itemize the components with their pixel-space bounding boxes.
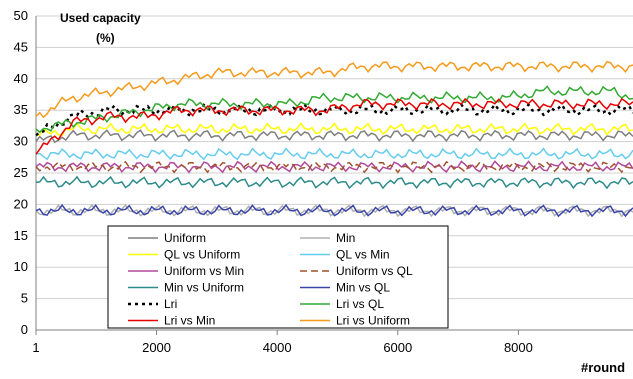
legend-label: Min: [336, 231, 355, 245]
x-tick-label: 4000: [263, 340, 292, 355]
legend-label: Lri vs QL: [336, 297, 384, 311]
x-tick-label: 8000: [504, 340, 533, 355]
series-line: [35, 122, 633, 137]
series-line: [35, 102, 633, 137]
series-line: [35, 129, 633, 144]
y-tick-labels: 0 5 10 15 20 25 30 35 40 45 50: [14, 8, 28, 337]
legend-label: Uniform: [164, 231, 206, 245]
y-tick-label: 30: [14, 134, 28, 149]
legend-label: Lri: [164, 297, 177, 311]
legend-box: [107, 225, 449, 329]
legend-label: Uniform vs QL: [336, 264, 413, 278]
series-line: [35, 97, 633, 155]
y-tick-label: 0: [21, 322, 28, 337]
legend-label: Min vs QL: [336, 281, 390, 295]
series-line: [35, 160, 633, 174]
x-tick-label: 2000: [142, 340, 171, 355]
series-line: [35, 85, 633, 134]
y-tick-label: 35: [14, 102, 28, 117]
legend-label: QL vs Min: [336, 248, 390, 262]
x-tick-label: 6000: [383, 340, 412, 355]
legend-label: QL vs Uniform: [164, 248, 240, 262]
y-tick-label: 45: [14, 39, 28, 54]
series-line: [35, 203, 633, 218]
y-tick-label: 25: [14, 165, 28, 180]
y-tick-label: 10: [14, 259, 28, 274]
y-tick-label: 15: [14, 228, 28, 243]
x-tick-labels: 1 2000 4000 6000 8000: [32, 340, 532, 355]
y-axis-label: Used capacity: [60, 11, 141, 25]
legend: Uniform Min QL vs Uniform QL vs Min Uniform …: [107, 225, 449, 329]
x-axis-label: #round: [581, 360, 625, 375]
legend-label: Lri vs Uniform: [336, 314, 410, 328]
series-line: [35, 147, 633, 161]
y-tick-label: 20: [14, 196, 28, 211]
y-tick-label: 5: [21, 291, 28, 306]
legend-label: Uniform vs Min: [164, 264, 244, 278]
y-tick-label: 40: [14, 71, 28, 86]
y-axis-unit: (%): [96, 31, 115, 45]
x-tick-label: 1: [32, 340, 39, 355]
series-line: [35, 203, 633, 218]
series-lines: [35, 60, 633, 218]
series-line: [35, 175, 633, 190]
legend-label: Lri vs Min: [164, 314, 215, 328]
series-line: [35, 60, 633, 119]
legend-label: Min vs Uniform: [164, 281, 244, 295]
y-tick-label: 50: [14, 8, 28, 23]
axes: [35, 16, 633, 335]
